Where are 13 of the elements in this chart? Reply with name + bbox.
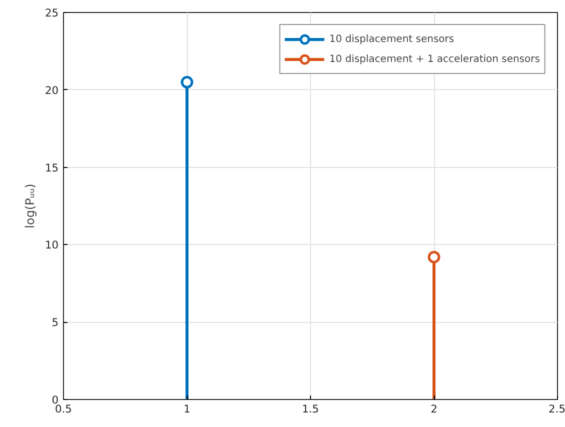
legend-label: 10 displacement sensors	[329, 34, 454, 44]
x-tick-label: 1	[184, 402, 190, 416]
y-tick-label: 15	[44, 161, 59, 174]
y-tick-label: 20	[44, 84, 59, 97]
y-axis-title: log(Pᵤᵤ)	[22, 184, 37, 228]
y-tick-label: 25	[44, 6, 59, 20]
x-tick-label: 2	[430, 402, 438, 416]
x-tick-label: 1.5	[302, 402, 319, 416]
x-tick-label: 2.5	[548, 402, 565, 416]
y-tick-label: 10	[44, 238, 59, 252]
legend-label: 10 displacement + 1 acceleration sensors	[329, 54, 540, 64]
x-tick-label: 0.5	[55, 402, 72, 416]
y-tick-label: 5	[52, 316, 58, 330]
